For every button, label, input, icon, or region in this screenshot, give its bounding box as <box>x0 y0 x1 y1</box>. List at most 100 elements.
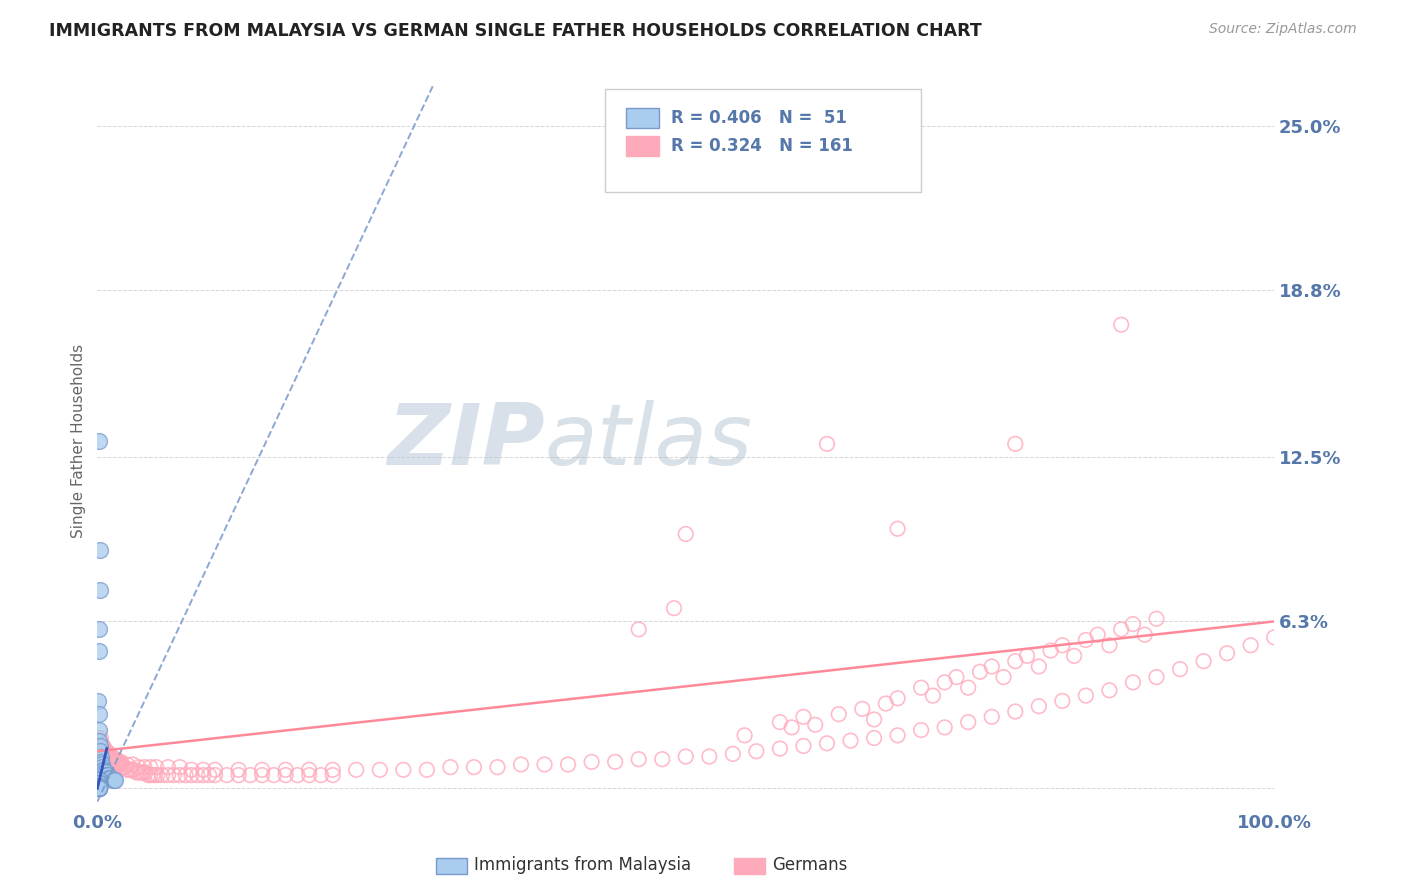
Point <box>1028 659 1050 673</box>
Point <box>697 749 720 764</box>
Point <box>143 768 166 782</box>
Point <box>1074 632 1097 647</box>
Point <box>91 739 114 753</box>
Point <box>105 752 128 766</box>
Point <box>627 752 650 766</box>
Point <box>721 747 744 761</box>
Point <box>121 757 143 772</box>
Point <box>1109 318 1132 332</box>
Point <box>145 760 167 774</box>
Point <box>87 723 110 737</box>
Point <box>98 771 121 785</box>
Point <box>1028 699 1050 714</box>
Point <box>87 781 110 796</box>
Point <box>89 733 111 747</box>
Point <box>734 728 756 742</box>
Point <box>87 623 110 637</box>
Point <box>96 768 118 782</box>
Point <box>156 768 179 782</box>
Point <box>439 760 461 774</box>
Point <box>156 760 179 774</box>
Point <box>174 768 197 782</box>
Text: Source: ZipAtlas.com: Source: ZipAtlas.com <box>1209 22 1357 37</box>
Point <box>104 755 127 769</box>
Point <box>87 779 110 793</box>
Point <box>94 765 117 780</box>
Point <box>90 731 112 745</box>
Point <box>132 765 155 780</box>
Text: atlas: atlas <box>544 400 752 483</box>
Point <box>87 707 110 722</box>
Point <box>193 763 215 777</box>
Point <box>108 757 131 772</box>
Point <box>94 744 117 758</box>
Point <box>239 768 262 782</box>
Point <box>957 715 980 730</box>
Point <box>1004 705 1026 719</box>
Point <box>980 659 1002 673</box>
Point <box>139 760 162 774</box>
Point <box>89 739 111 753</box>
Point <box>87 733 110 747</box>
Point <box>129 765 152 780</box>
Point <box>957 681 980 695</box>
Point <box>90 736 112 750</box>
Point <box>97 768 120 782</box>
Point <box>111 757 134 772</box>
Text: R = 0.324   N = 161: R = 0.324 N = 161 <box>671 137 852 155</box>
Point <box>98 752 121 766</box>
Point <box>322 768 344 782</box>
Point <box>627 623 650 637</box>
Point <box>96 744 118 758</box>
Point <box>263 768 285 782</box>
Point <box>87 773 110 788</box>
Point <box>98 747 121 761</box>
Point <box>322 763 344 777</box>
Point <box>1098 638 1121 652</box>
Point <box>139 768 162 782</box>
Point <box>101 773 124 788</box>
Point <box>101 752 124 766</box>
Point <box>142 768 165 782</box>
Point <box>875 697 897 711</box>
Point <box>228 768 250 782</box>
Point <box>416 763 439 777</box>
Point <box>87 781 110 796</box>
Point <box>107 755 129 769</box>
Point <box>1087 628 1109 642</box>
Point <box>87 694 110 708</box>
Point <box>934 675 956 690</box>
Point <box>980 710 1002 724</box>
Text: IMMIGRANTS FROM MALAYSIA VS GERMAN SINGLE FATHER HOUSEHOLDS CORRELATION CHART: IMMIGRANTS FROM MALAYSIA VS GERMAN SINGL… <box>49 22 981 40</box>
Point <box>368 763 391 777</box>
Point <box>121 763 143 777</box>
Point <box>1168 662 1191 676</box>
Point <box>150 768 173 782</box>
Point <box>392 763 415 777</box>
Point <box>97 749 120 764</box>
Point <box>675 527 697 541</box>
Point <box>111 760 134 774</box>
Point <box>104 773 127 788</box>
Point <box>557 757 579 772</box>
Point <box>91 739 114 753</box>
Point <box>87 776 110 790</box>
Point <box>910 681 932 695</box>
Point <box>90 741 112 756</box>
Point <box>87 434 110 449</box>
Point <box>91 757 114 772</box>
Text: Immigrants from Malaysia: Immigrants from Malaysia <box>474 856 690 874</box>
Point <box>146 768 169 782</box>
Point <box>922 689 945 703</box>
Point <box>804 718 827 732</box>
Point <box>1133 628 1156 642</box>
Point <box>815 736 838 750</box>
Point <box>934 720 956 734</box>
Point <box>863 713 886 727</box>
Point <box>87 773 110 788</box>
Point <box>851 702 873 716</box>
Point <box>87 779 110 793</box>
Point <box>103 752 125 766</box>
Point <box>581 755 603 769</box>
Point <box>1146 670 1168 684</box>
